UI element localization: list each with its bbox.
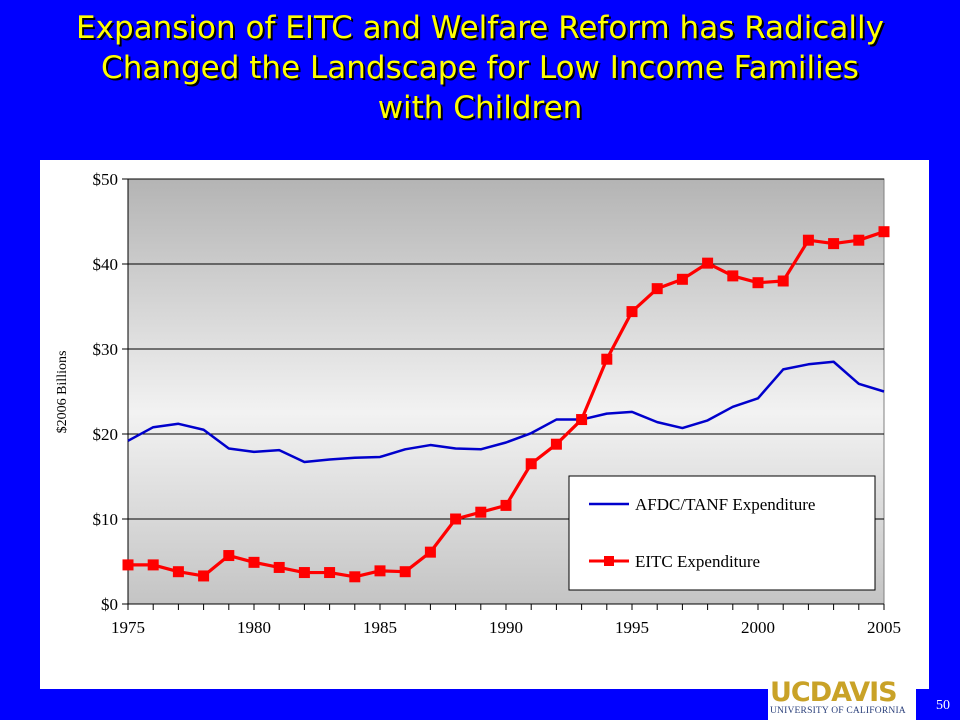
eitc-point — [626, 306, 638, 318]
eitc-point — [349, 571, 361, 583]
chart-frame: $0 $10 $20 $30 $40 $50 1975 1980 1985 1990 1995 200… — [40, 160, 929, 689]
x-tick-label: 1980 — [237, 618, 271, 637]
y-tick-label: $10 — [93, 510, 119, 529]
eitc-point — [198, 570, 210, 582]
legend-eitc-marker — [604, 556, 614, 566]
slide-title: Expansion of EITC and Welfare Reform has… — [0, 8, 960, 128]
x-tick-label: 1995 — [615, 618, 649, 637]
x-tick-label: 2005 — [867, 618, 901, 637]
eitc-point — [878, 226, 890, 238]
slide-title-line-3: with Children — [377, 90, 583, 126]
eitc-point — [298, 567, 310, 579]
y-tick-label: $30 — [93, 340, 119, 359]
eitc-point — [651, 283, 663, 295]
x-tick-label: 1985 — [363, 618, 397, 637]
ucdavis-logo: UCDAVIS UNIVERSITY OF CALIFORNIA — [768, 678, 916, 720]
eitc-point — [550, 438, 562, 450]
eitc-point — [223, 550, 235, 562]
eitc-point — [853, 234, 865, 246]
eitc-point — [475, 506, 487, 518]
eitc-point — [122, 559, 134, 571]
eitc-point — [450, 513, 462, 525]
logo-wordmark: UCDAVIS — [770, 678, 898, 704]
y-tick-label: $50 — [93, 170, 119, 189]
eitc-point — [248, 556, 260, 568]
eitc-point — [727, 270, 739, 282]
eitc-point — [576, 414, 588, 426]
slide-title-line-2: Changed the Landscape for Low Income Fam… — [101, 50, 859, 86]
x-tick-label: 1975 — [111, 618, 145, 637]
line-chart: $0 $10 $20 $30 $40 $50 1975 1980 1985 1990 1995 200… — [55, 170, 901, 637]
logo-subtitle: UNIVERSITY OF CALIFORNIA — [770, 706, 906, 716]
y-tick-label: $40 — [93, 255, 119, 274]
x-tick-label: 2000 — [741, 618, 775, 637]
eitc-point — [777, 275, 789, 287]
x-tick-label: 1990 — [489, 618, 523, 637]
page-number: 50 — [936, 698, 950, 713]
eitc-point — [802, 234, 814, 246]
eitc-point — [525, 458, 537, 470]
eitc-point — [374, 565, 386, 577]
legend-eitc-label: EITC Expenditure — [635, 552, 760, 571]
y-tick-label: $0 — [101, 595, 118, 614]
eitc-point — [273, 561, 285, 573]
eitc-point — [424, 546, 436, 558]
y-tick-label: $20 — [93, 425, 119, 444]
legend-box — [568, 475, 876, 591]
legend: AFDC/TANF Expenditure EITC Expenditure — [568, 475, 876, 591]
eitc-point — [172, 566, 184, 578]
slide-title-line-1: Expansion of EITC and Welfare Reform has… — [76, 10, 884, 46]
legend-afdc-label: AFDC/TANF Expenditure — [635, 495, 815, 514]
eitc-point — [399, 566, 411, 578]
eitc-point — [324, 567, 336, 579]
eitc-point — [500, 499, 512, 511]
eitc-point — [752, 277, 764, 289]
afdc-tanf-line — [127, 360, 885, 464]
eitc-point — [676, 273, 688, 285]
y-axis-label: $2006 Billions — [55, 351, 70, 434]
eitc-point — [828, 238, 840, 250]
eitc-point — [147, 559, 159, 571]
eitc-point — [702, 257, 714, 269]
eitc-point — [601, 353, 613, 365]
